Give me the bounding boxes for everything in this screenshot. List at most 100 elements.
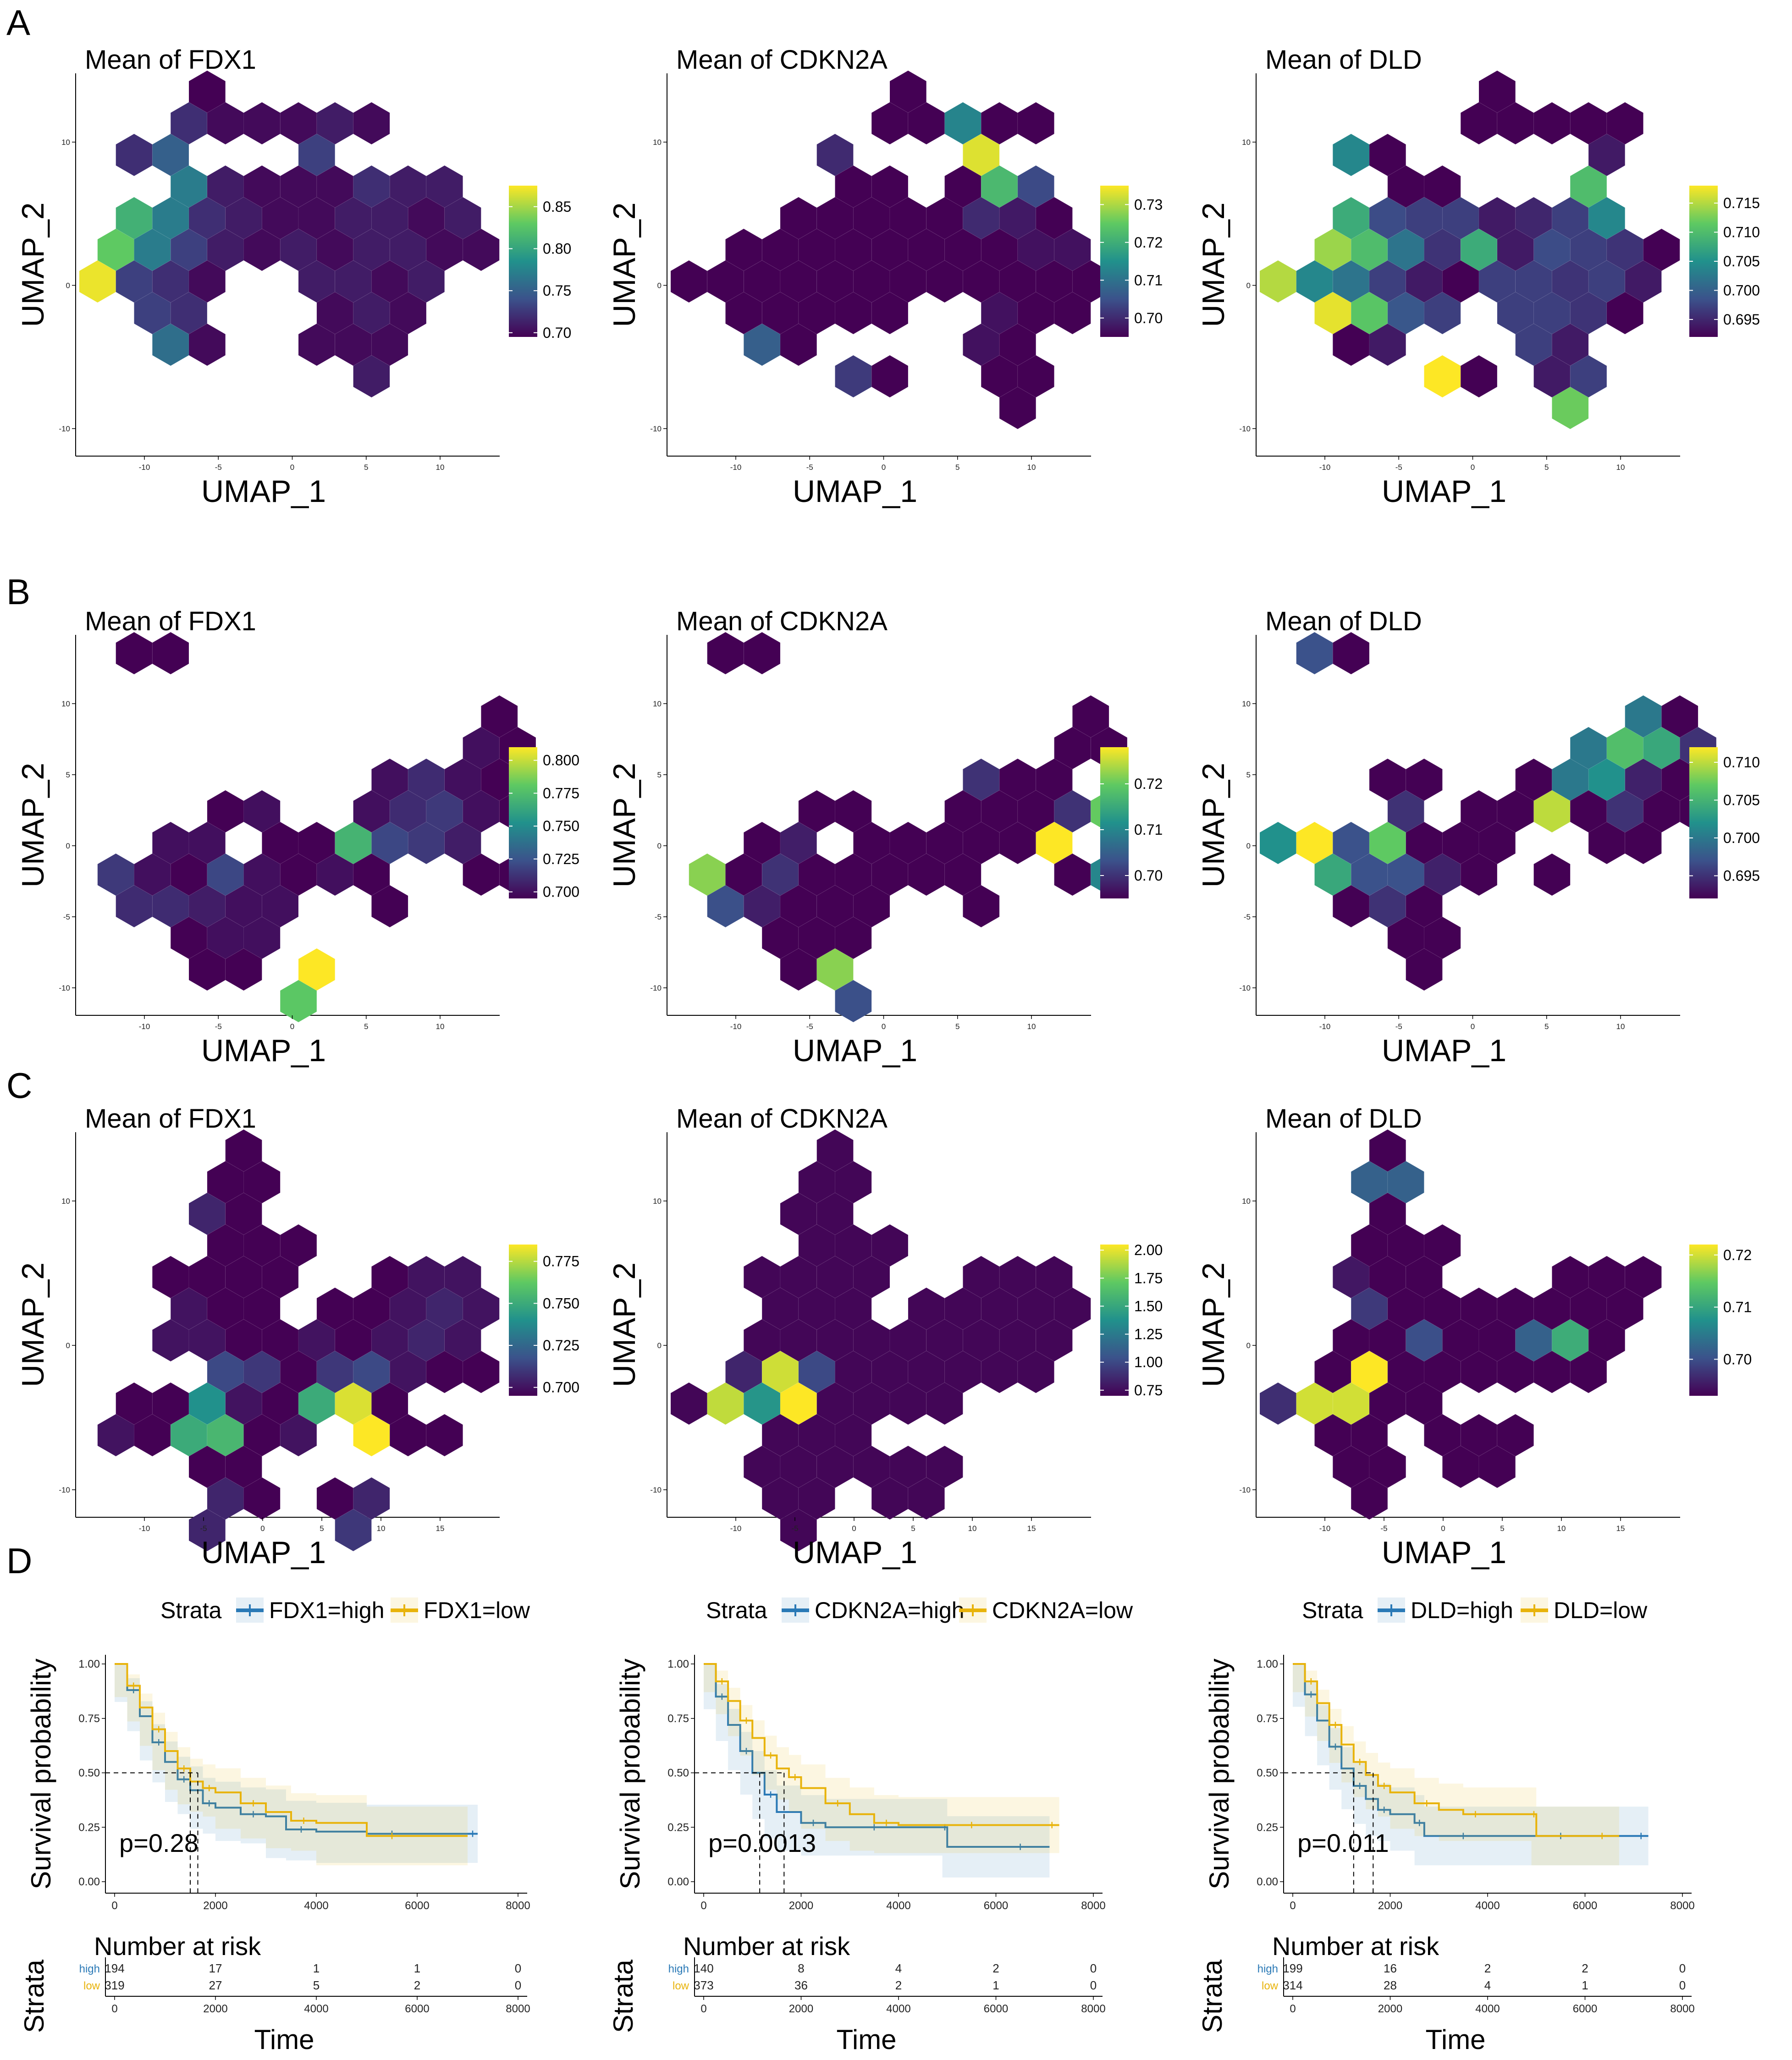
risk-count: 1 [992,1978,999,1992]
colorbar-label: 0.695 [1723,868,1760,884]
risk-x-tick-label: 0 [111,2003,117,2015]
km-x-tick-label: 4000 [886,1900,910,1912]
colorbar-label: 0.710 [1723,754,1760,771]
x-tick-label: 5 [1544,1022,1549,1031]
hex-bin [1296,632,1333,675]
legend-title: Strata [1302,1597,1363,1623]
risk-count: 5 [313,1978,320,1992]
risk-row-label: high [1257,1963,1278,1975]
hex-plot-title: Mean of FDX1 [85,1104,256,1134]
umap-panel-6: Mean of DLD -10 -5 0 5 10 -10 -5 0 5 10 UMAP_1 UMAP_… [1196,606,1760,1068]
y-tick-label: -10 [1239,1486,1251,1494]
x-tick-label: 10 [1027,1022,1036,1031]
colorbar-label: 0.75 [1134,1382,1163,1399]
hex-bin [1054,292,1091,335]
hex-bin [1351,1477,1388,1520]
km-y-tick-label: 1.00 [1257,1658,1278,1670]
km-x-tick-label: 8000 [506,1900,530,1912]
umap-panel-5: Mean of CDKN2A -10 -5 0 5 10 -10 -5 0 5 10 UMAP_1 UM… [607,606,1163,1068]
km-x-tick-label: 4000 [1475,1900,1500,1912]
km-y-tick-label: 1.00 [667,1658,689,1670]
colorbar-label: 0.800 [543,752,579,769]
risk-table-title: Number at risk [683,1932,850,1961]
y-tick-label: 0 [66,842,70,850]
risk-count: 1 [1582,1978,1588,1992]
hex-bin [463,1350,500,1394]
y-tick-label: 10 [653,700,662,708]
y-tick-label: -10 [1239,424,1251,433]
colorbar-label: 0.695 [1723,311,1760,328]
hex-bin [1625,821,1662,865]
hex-plot-title: Mean of CDKN2A [676,606,888,636]
x-tick-label: -5 [1395,1022,1402,1031]
km-y-tick-label: 0.75 [1257,1713,1278,1725]
p-value: p=0.011 [1297,1829,1389,1857]
hex-bin [1570,1350,1607,1394]
x-tick-label: 10 [436,1022,445,1031]
hex-bin [1606,292,1644,335]
hex-layer [1259,1129,1662,1520]
x-tick-label: 5 [1544,463,1549,472]
colorbar [509,747,537,898]
colorbar-label: 0.75 [543,282,571,299]
km-y-tick-label: 0.00 [667,1876,689,1888]
risk-count: 36 [794,1978,808,1992]
risk-count: 2 [414,1978,420,1992]
hex-bin [1332,133,1370,176]
hex-plot-title: Mean of FDX1 [85,45,256,75]
risk-count: 140 [694,1961,713,1975]
hex-bin [835,355,872,398]
x-tick-label: -10 [139,1022,150,1031]
risk-x-tick-label: 8000 [1670,2003,1694,2015]
colorbar [1100,1245,1129,1396]
hex-plot-title: Mean of CDKN2A [676,45,888,75]
colorbar-label: 0.72 [1134,234,1163,251]
km-x-tick-label: 2000 [789,1900,813,1912]
risk-count: 4 [895,1961,902,1975]
km-curve [1293,1663,1649,1837]
km-y-tick-label: 0.50 [1257,1767,1278,1779]
y-tick-label: 0 [657,281,662,290]
y-tick-label: -5 [655,913,662,921]
hex-bin [871,355,909,398]
y-tick-label: 0 [657,842,662,850]
risk-count: 4 [1484,1978,1491,1992]
colorbar [1689,1245,1718,1396]
risk-table-title: Number at risk [94,1932,261,1961]
y-tick-label: 0 [66,281,70,290]
hex-bin [743,632,781,675]
colorbar-label: 0.72 [1134,776,1163,792]
km-y-axis-title: Survival probability [615,1658,645,1889]
colorbar-label: 0.70 [543,325,571,341]
x-tick-label: 5 [1500,1524,1504,1533]
risk-x-tick-label: 6000 [984,2003,1008,2015]
risk-count: 373 [694,1978,713,1992]
risk-x-tick-label: 8000 [506,2003,530,2015]
hex-bin [835,980,872,1023]
x-tick-label: 0 [290,1022,294,1031]
risk-x-tick-label: 8000 [1081,2003,1105,2015]
km-curve [704,1663,1050,1848]
y-tick-label: -10 [650,1486,662,1494]
hex-bin [1424,292,1461,335]
y-tick-label: 10 [61,138,70,147]
km-x-tick-label: 8000 [1670,1900,1694,1912]
x-tick-label: 10 [1557,1524,1566,1533]
y-axis-title: UMAP_2 [607,1262,642,1387]
risk-count: 0 [1679,1961,1686,1975]
colorbar-label: 0.775 [543,1253,579,1270]
km-curve [1293,1663,1619,1837]
risk-count: 0 [1090,1961,1097,1975]
hex-layer [670,70,1109,430]
y-axis-title: UMAP_2 [16,1262,50,1387]
risk-row-label: low [673,1980,689,1992]
x-tick-label: -10 [730,1022,742,1031]
risk-x-tick-label: 2000 [789,2003,813,2015]
x-tick-label: 0 [882,463,886,472]
hex-bin [353,355,390,398]
y-tick-label: 10 [653,1197,662,1206]
risk-count: 0 [515,1978,521,1992]
colorbar-label: 0.700 [543,1379,579,1396]
